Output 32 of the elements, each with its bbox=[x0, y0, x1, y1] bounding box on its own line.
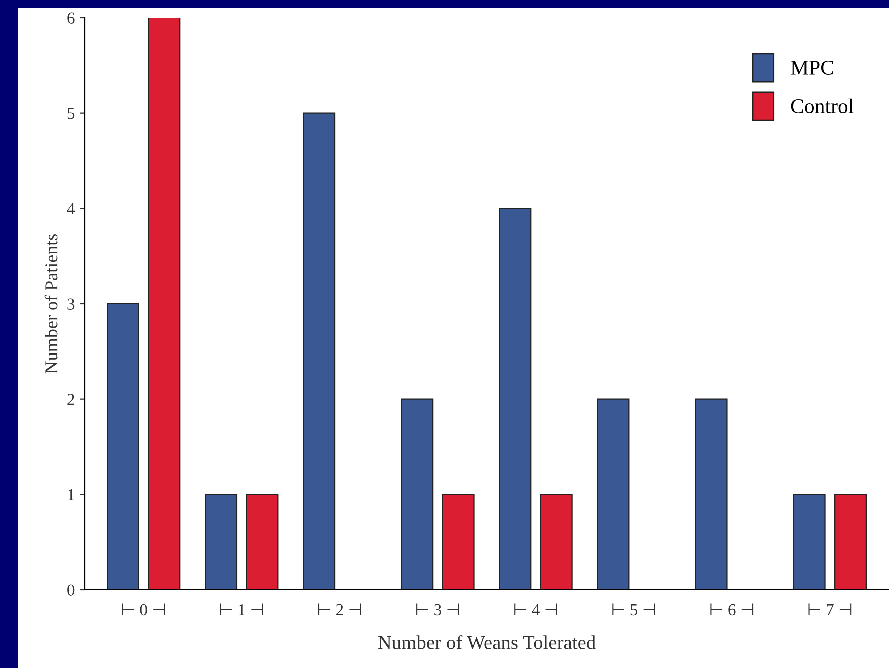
bar bbox=[499, 208, 532, 590]
x-tick-label: ⊢ 2 ⊣ bbox=[318, 604, 362, 616]
bar bbox=[205, 494, 238, 590]
legend-label: MPC bbox=[791, 60, 834, 75]
y-tick-label: 3 bbox=[68, 298, 75, 310]
bar bbox=[695, 398, 728, 590]
bar bbox=[401, 398, 434, 590]
x-tick-label: ⊢ 3 ⊣ bbox=[416, 604, 460, 616]
bar bbox=[793, 494, 826, 590]
bar bbox=[148, 18, 181, 590]
bar bbox=[303, 112, 336, 590]
bar bbox=[597, 398, 630, 590]
bar bbox=[106, 303, 140, 590]
x-tick-label: ⊢ 4 ⊣ bbox=[514, 604, 558, 616]
y-tick-label: 4 bbox=[67, 203, 76, 214]
bar bbox=[834, 494, 868, 590]
x-axis-title: Number of Weans Tolerated bbox=[378, 635, 596, 650]
bar bbox=[442, 494, 475, 590]
legend-label: Control bbox=[791, 98, 854, 114]
x-tick-label: ⊢ 6 ⊣ bbox=[710, 604, 754, 616]
y-tick-label: 6 bbox=[68, 12, 75, 24]
y-tick-label: 5 bbox=[68, 108, 75, 120]
x-tick-label: ⊢ 7 ⊣ bbox=[808, 604, 852, 616]
y-tick-label: 0 bbox=[68, 584, 75, 596]
x-tick-label: ⊢ 0 ⊣ bbox=[122, 604, 166, 616]
y-tick-label: 1 bbox=[68, 489, 74, 500]
x-tick-label: ⊢ 1 ⊣ bbox=[220, 604, 264, 616]
bar bbox=[246, 494, 279, 590]
y-axis-title: Number of Patients bbox=[44, 234, 58, 374]
y-tick-label: 2 bbox=[68, 394, 74, 406]
x-tick-label: ⊢ 5 ⊣ bbox=[612, 604, 656, 616]
bar bbox=[540, 494, 573, 590]
